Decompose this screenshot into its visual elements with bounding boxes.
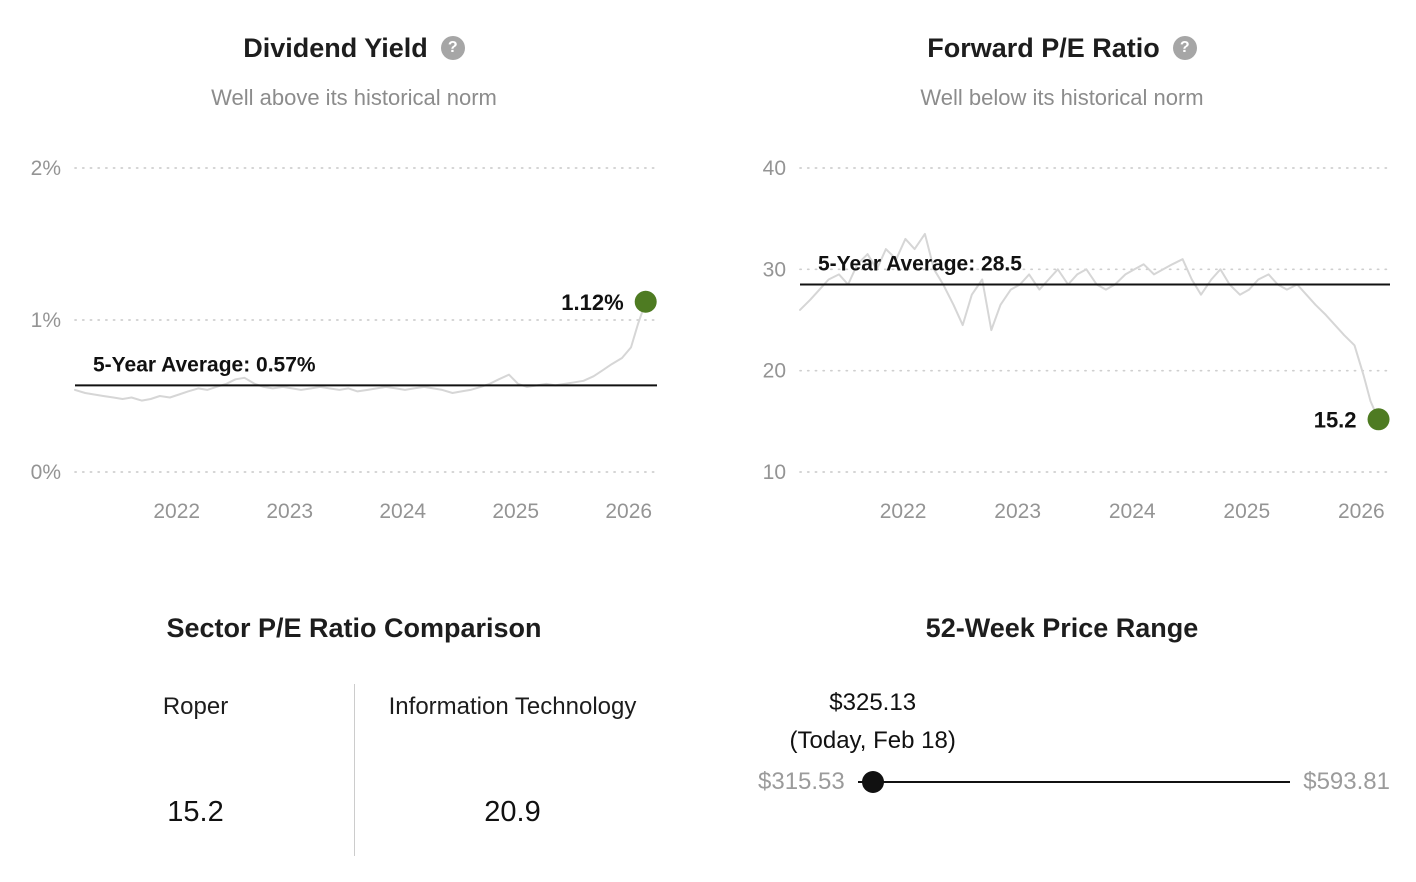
svg-text:5-Year Average: 28.5: 5-Year Average: 28.5 (818, 253, 1022, 276)
forward-pe-subtitle: Well below its historical norm (920, 85, 1204, 110)
sector-pe-value: 20.9 (484, 796, 541, 828)
svg-text:2025: 2025 (1223, 500, 1270, 523)
svg-text:2024: 2024 (379, 500, 426, 523)
dividend-yield-title: Dividend Yield (243, 33, 428, 63)
svg-text:5-Year Average: 0.57%: 5-Year Average: 0.57% (93, 353, 316, 376)
svg-text:10: 10 (763, 461, 786, 484)
price-range-thumb (861, 771, 884, 793)
svg-text:2022: 2022 (153, 500, 200, 523)
help-icon[interactable]: ? (440, 36, 465, 60)
forward-pe-chart[interactable]: 10 20 30 40 2022 2023 2024 2025 2026 5-Year Avera… (708, 137, 1416, 537)
forward-pe-title: Forward P/E Ratio (927, 33, 1160, 63)
sector-comparison-table: Roper 15.2 Information Technology 20.9 (0, 684, 708, 856)
svg-text:0%: 0% (31, 461, 61, 484)
sector-comparison-title: Sector P/E Ratio Comparison (166, 613, 542, 643)
sector-column: Information Technology 20.9 (363, 684, 663, 829)
current-price-label: $325.13 (Today, Feb 18) (790, 684, 956, 760)
sector-comparison-panel: Sector P/E Ratio Comparison Roper 15.2 I… (0, 560, 708, 882)
dividend-yield-header: Dividend Yield ? (0, 30, 708, 66)
price-range-title: 52-Week Price Range (925, 613, 1199, 643)
svg-text:2023: 2023 (266, 500, 313, 523)
current-price-note: (Today, Feb 18) (789, 727, 956, 754)
svg-text:1%: 1% (31, 309, 61, 332)
sector-name: Information Technology (388, 693, 637, 720)
price-range-track (857, 771, 1291, 793)
help-icon[interactable]: ? (1172, 36, 1197, 60)
svg-text:2026: 2026 (605, 500, 652, 523)
svg-text:2022: 2022 (880, 500, 927, 523)
company-column: Roper 15.2 (46, 684, 346, 829)
current-price: $325.13 (829, 689, 917, 716)
price-range-panel: 52-Week Price Range $325.13 (Today, Feb … (708, 560, 1416, 882)
price-range-slider: $315.53 $593.81 (708, 768, 1416, 796)
dividend-yield-chart[interactable]: 0% 1% 2% 2022 2023 2024 2025 2026 5-Year Average… (0, 137, 708, 537)
forward-pe-header: Forward P/E Ratio ? (708, 30, 1416, 66)
company-name: Roper (162, 693, 229, 720)
svg-text:2023: 2023 (994, 500, 1041, 523)
company-pe-value: 15.2 (167, 796, 224, 828)
svg-text:15.2: 15.2 (1314, 407, 1357, 432)
svg-text:2026: 2026 (1338, 500, 1385, 523)
svg-text:30: 30 (763, 258, 786, 281)
dividend-yield-subtitle: Well above its historical norm (211, 85, 497, 110)
svg-text:2024: 2024 (1109, 500, 1156, 523)
svg-text:2%: 2% (31, 157, 61, 180)
svg-text:40: 40 (763, 157, 786, 180)
svg-text:20: 20 (763, 360, 786, 383)
svg-text:1.12%: 1.12% (561, 290, 623, 315)
range-high-label: $593.81 (1303, 768, 1390, 795)
forward-pe-panel: Forward P/E Ratio ? Well below its histo… (708, 0, 1416, 560)
svg-text:2025: 2025 (492, 500, 539, 523)
range-low-label: $315.53 (758, 768, 845, 795)
column-divider (353, 684, 355, 856)
dividend-yield-panel: Dividend Yield ? Well above its historic… (0, 0, 708, 560)
